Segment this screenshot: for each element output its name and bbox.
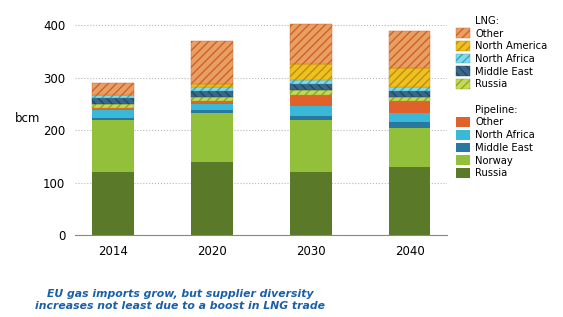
Text: EU gas imports grow, but supplier diversity
increases not least due to a boost i: EU gas imports grow, but supplier divers…: [35, 289, 325, 311]
Bar: [389, 113, 431, 122]
Bar: [389, 101, 431, 113]
Bar: [290, 64, 332, 80]
Bar: [389, 87, 431, 91]
Bar: [290, 106, 332, 115]
Bar: [389, 91, 431, 97]
Bar: [191, 101, 233, 104]
Bar: [191, 87, 233, 91]
Bar: [389, 31, 431, 68]
Bar: [92, 104, 133, 108]
Y-axis label: bcm: bcm: [15, 112, 41, 125]
Bar: [389, 127, 431, 167]
Bar: [191, 113, 233, 162]
Bar: [290, 115, 332, 120]
Bar: [191, 162, 233, 235]
Bar: [92, 108, 133, 110]
Bar: [389, 97, 431, 101]
Bar: [290, 84, 332, 90]
Bar: [92, 118, 133, 120]
Bar: [290, 120, 332, 172]
Bar: [389, 122, 431, 127]
Bar: [191, 104, 233, 110]
Bar: [92, 94, 133, 98]
Bar: [191, 91, 233, 97]
Bar: [92, 98, 133, 104]
Bar: [92, 172, 133, 235]
Bar: [92, 120, 133, 172]
Bar: [290, 172, 332, 235]
Bar: [92, 83, 133, 94]
Bar: [92, 110, 133, 118]
Bar: [290, 24, 332, 64]
Bar: [290, 94, 332, 106]
Bar: [191, 97, 233, 101]
Bar: [191, 41, 233, 84]
Bar: [290, 90, 332, 94]
Legend: LNG:, Other, North America, North Africa, Middle East, Russia,  , Pipeline:, Oth: LNG:, Other, North America, North Africa…: [456, 16, 547, 178]
Bar: [191, 110, 233, 113]
Bar: [290, 80, 332, 84]
Bar: [191, 84, 233, 87]
Bar: [389, 167, 431, 235]
Bar: [389, 68, 431, 87]
